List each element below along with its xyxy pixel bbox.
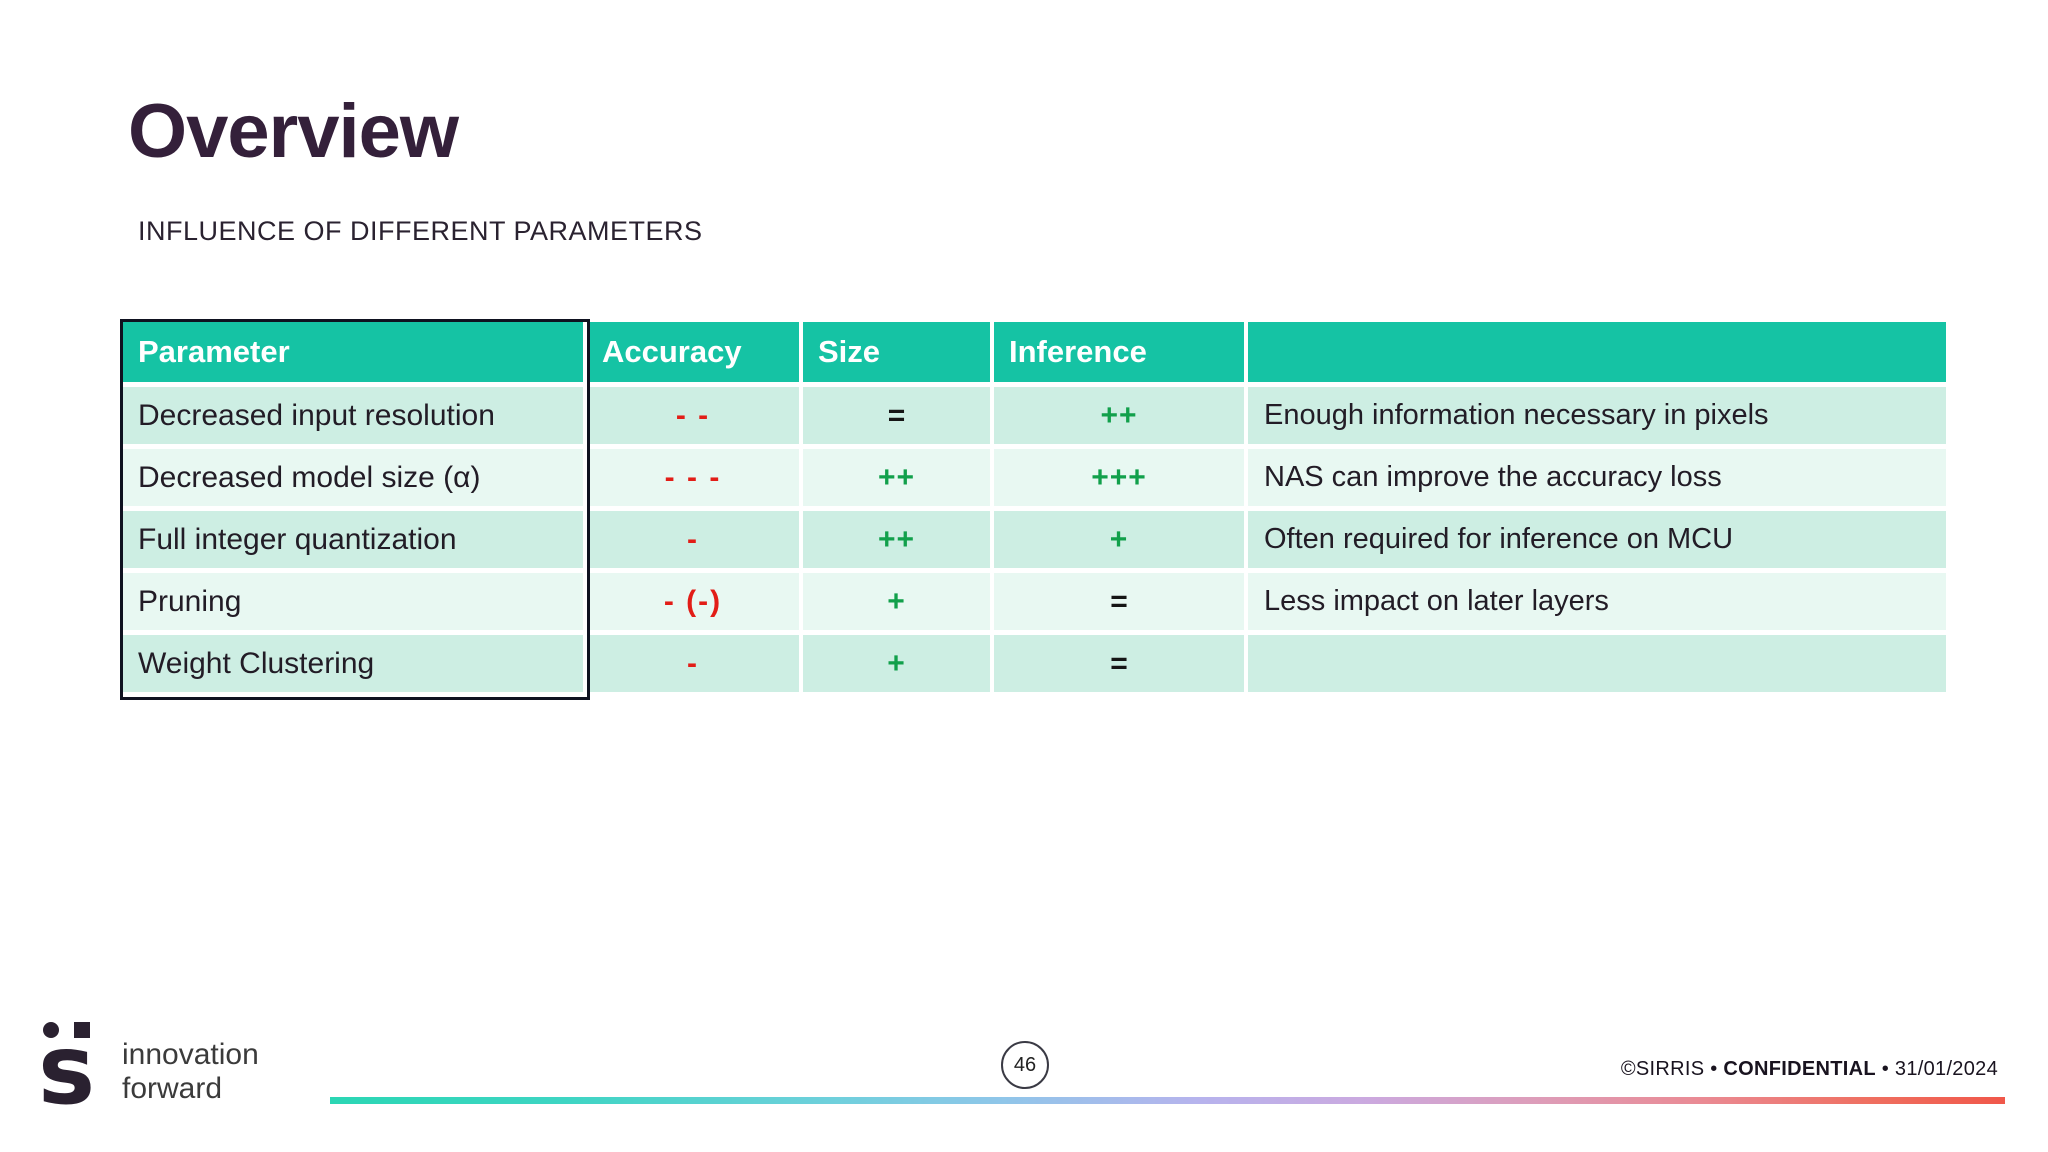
cell-size: + <box>803 635 994 697</box>
header-notes <box>1248 322 1950 387</box>
cell-accuracy: - - - <box>587 449 803 511</box>
header-size: Size <box>803 322 994 387</box>
copyright-prefix: ©SIRRIS • <box>1620 1058 1724 1080</box>
header-parameter: Parameter <box>123 322 587 387</box>
cell-inference: +++ <box>994 449 1248 511</box>
table-row: Weight Clustering - + = <box>123 635 1950 697</box>
page-number: 46 <box>1013 1053 1037 1076</box>
footer-gradient-line <box>330 1097 2005 1104</box>
cell-accuracy: - (-) <box>587 573 803 635</box>
cell-note: Less impact on later layers <box>1248 573 1950 635</box>
copyright-text: ©SIRRIS • CONFIDENTIAL • 31/01/2024 <box>1621 1058 1998 1081</box>
table-header-row: Parameter Accuracy Size Inference <box>123 322 1950 387</box>
sirris-logo: s <box>36 1014 106 1126</box>
cell-inference: + <box>994 511 1248 573</box>
cell-note: NAS can improve the accuracy loss <box>1248 449 1950 511</box>
cell-inference: ++ <box>994 387 1248 449</box>
cell-note: Often required for inference on MCU <box>1248 511 1950 573</box>
cell-inference: = <box>994 573 1248 635</box>
cell-parameter: Decreased input resolution <box>123 387 587 449</box>
header-accuracy: Accuracy <box>587 322 803 387</box>
confidential-label: CONFIDENTIAL <box>1723 1058 1876 1080</box>
cell-size: + <box>803 573 994 635</box>
table-row: Full integer quantization - ++ + Often r… <box>123 511 1950 573</box>
cell-accuracy: - <box>587 635 803 697</box>
cell-parameter: Full integer quantization <box>123 511 587 573</box>
cell-size: ++ <box>803 449 994 511</box>
table-row: Decreased model size (α) - - - ++ +++ NA… <box>123 449 1950 511</box>
influence-table: Parameter Accuracy Size Inference Decrea… <box>123 322 1950 697</box>
table-row: Pruning - (-) + = Less impact on later l… <box>123 573 1950 635</box>
logo-dot-icon <box>43 1022 59 1038</box>
cell-accuracy: - <box>587 511 803 573</box>
logo-tagline: innovation forward <box>122 1038 259 1105</box>
cell-size: = <box>803 387 994 449</box>
cell-accuracy: - - <box>587 387 803 449</box>
cell-parameter: Pruning <box>123 573 587 635</box>
influence-table-container: Parameter Accuracy Size Inference Decrea… <box>120 319 1950 700</box>
page-title: Overview <box>128 89 459 174</box>
cell-parameter: Weight Clustering <box>123 635 587 697</box>
logo-tagline-line1: innovation <box>122 1038 259 1071</box>
cell-parameter: Decreased model size (α) <box>123 449 587 511</box>
header-inference: Inference <box>994 322 1248 387</box>
cell-size: ++ <box>803 511 994 573</box>
cell-inference: = <box>994 635 1248 697</box>
cell-note: Enough information necessary in pixels <box>1248 387 1950 449</box>
logo-tagline-line2: forward <box>122 1071 223 1105</box>
page-subtitle: INFLUENCE OF DIFFERENT PARAMETERS <box>138 216 703 246</box>
cell-note <box>1248 635 1950 697</box>
logo-square-icon <box>74 1022 90 1038</box>
page-number-badge: 46 <box>1001 1041 1049 1089</box>
table-row: Decreased input resolution - - = ++ Enou… <box>123 387 1950 449</box>
copyright-date: • 31/01/2024 <box>1875 1058 1998 1080</box>
